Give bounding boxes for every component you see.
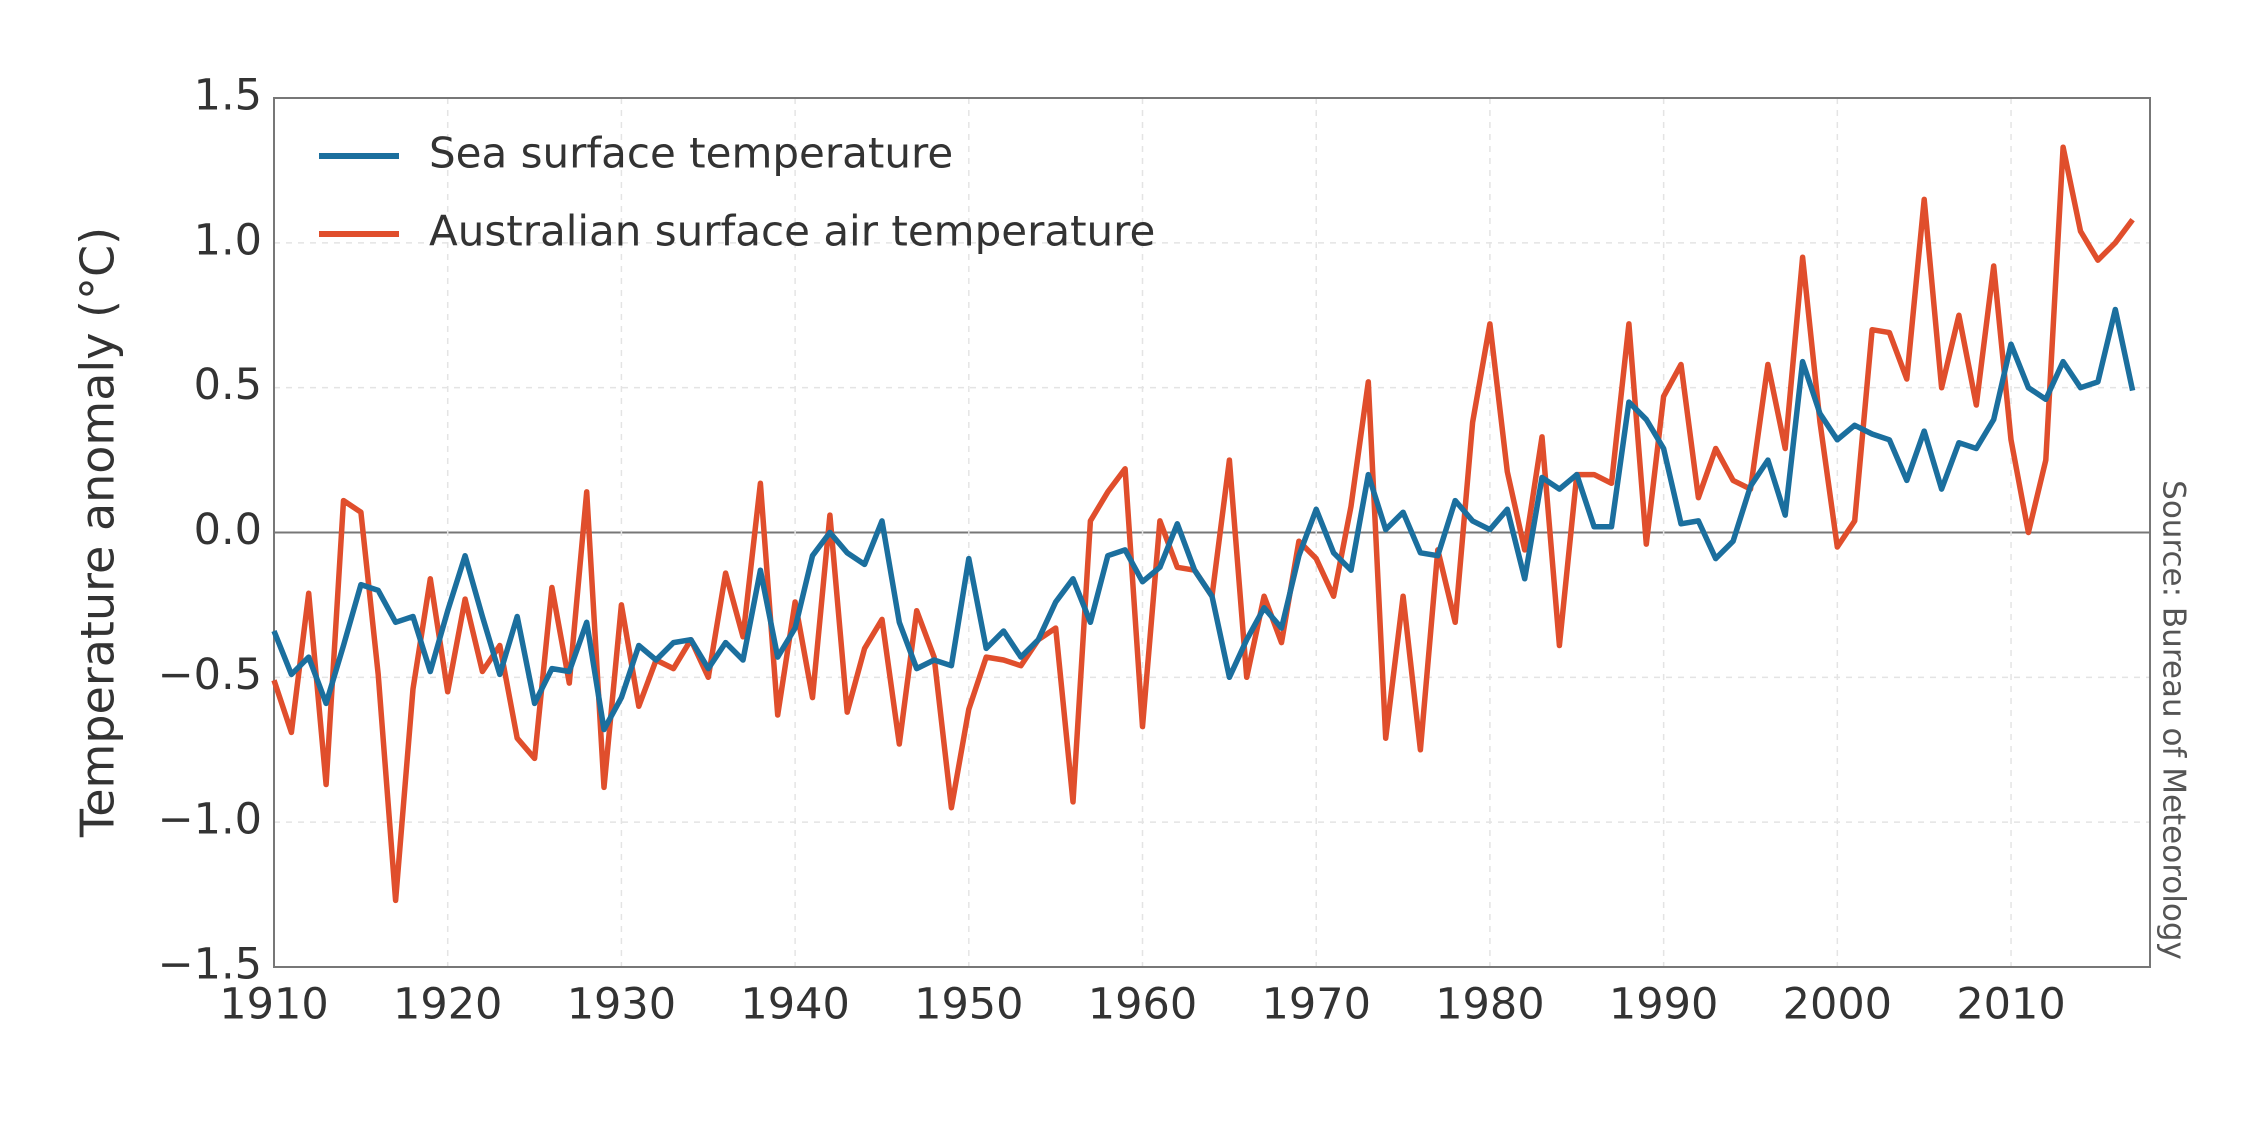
y-tick-label: −1.0 <box>158 795 262 845</box>
x-tick-label: 1960 <box>1088 980 1197 1030</box>
legend-label: Australian surface air temperature <box>429 207 1155 256</box>
x-tick-label: 1920 <box>393 980 502 1030</box>
plot-frame <box>273 97 2151 968</box>
y-tick-label: 0.0 <box>194 505 262 555</box>
x-tick-label: 1950 <box>914 980 1023 1030</box>
x-tick-label: 1970 <box>1262 980 1371 1030</box>
y-tick-label: 1.5 <box>194 71 262 121</box>
y-axis-label: Temperature anomaly (°C) <box>71 227 125 838</box>
x-tick-label: 1910 <box>219 980 328 1030</box>
legend-label: Sea surface temperature <box>429 129 953 178</box>
y-tick-label: −1.5 <box>158 940 262 990</box>
x-tick-label: 1980 <box>1435 980 1544 1030</box>
x-tick-label: 1930 <box>567 980 676 1030</box>
y-tick-label: 1.0 <box>194 215 262 265</box>
source: Source: Bureau of Meteorology <box>2156 480 2192 960</box>
x-tick-label: 1940 <box>740 980 849 1030</box>
x-tick-label: 1990 <box>1609 980 1718 1030</box>
y-tick-label: −0.5 <box>158 650 262 700</box>
x-tick-label: 2010 <box>1956 980 2065 1030</box>
series-line <box>271 144 2135 904</box>
series-line <box>271 306 2136 733</box>
x-tick-label: 2000 <box>1783 980 1892 1030</box>
y-tick-label: 0.5 <box>194 360 262 410</box>
